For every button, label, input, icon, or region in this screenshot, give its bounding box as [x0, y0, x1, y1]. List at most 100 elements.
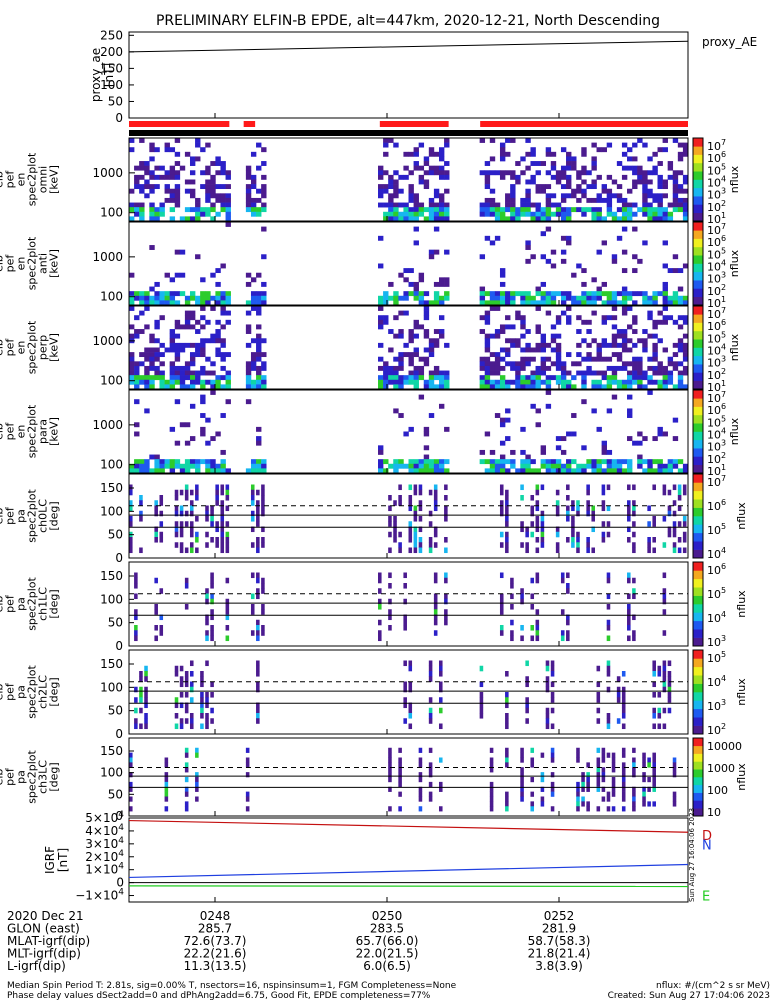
spectrogram-cell	[154, 347, 160, 353]
spectrogram-cell	[179, 347, 186, 353]
colorbar-frame	[692, 221, 704, 306]
spectrogram-cell	[642, 174, 648, 180]
spectrogram-cell	[677, 361, 684, 367]
spectrogram-cell	[164, 170, 170, 176]
pitch-angle-cell	[550, 786, 555, 792]
pitch-angle-cell	[677, 505, 682, 512]
spectrogram-cell	[555, 347, 562, 353]
spectrogram-cell	[403, 463, 409, 469]
pitch-angle-cell	[184, 791, 189, 797]
spectrogram-cell	[616, 300, 623, 306]
colorbar-frame	[692, 137, 704, 222]
spectrogram-cell	[159, 370, 165, 376]
pitch-angle-cell	[256, 718, 260, 724]
spectrogram-cell	[535, 329, 541, 334]
spectrogram-cell	[545, 207, 552, 213]
pitch-angle-cell	[627, 510, 631, 517]
colorbar-segment	[693, 629, 703, 638]
spectrogram-cell	[566, 235, 572, 241]
spectrogram-cell	[159, 315, 165, 321]
spectrogram-cell	[149, 379, 155, 385]
spectrogram-cell	[215, 291, 221, 297]
pitch-angle-cell	[129, 762, 133, 768]
spectrogram-cell	[576, 342, 582, 348]
spectrogram-cell	[586, 342, 592, 348]
pitch-angle-cell	[647, 801, 651, 807]
pitch-angle-cell	[134, 686, 138, 693]
energy-spectrogram-anti: 1000100elbpefenspec2plotpara[keV]1071061…	[0, 389, 741, 478]
pitch-angle-cell	[632, 772, 636, 778]
spectrogram-cell	[520, 384, 526, 390]
spectrogram-cell	[159, 463, 165, 469]
pitch-angle-cell	[606, 665, 611, 672]
spectrogram-cell	[179, 379, 186, 385]
spectrogram-cell	[672, 361, 679, 367]
pitch-angle-cell	[200, 723, 204, 730]
spectrogram-cell	[200, 184, 206, 190]
spectrogram-cell	[154, 295, 160, 301]
spectrogram-cell	[200, 379, 206, 385]
spectrogram-cell	[627, 207, 633, 213]
pitch-angle-cell	[499, 630, 504, 636]
spectrogram-cell	[616, 384, 623, 390]
spectrogram-cell	[174, 352, 181, 358]
spectrogram-cell	[591, 310, 597, 316]
pitch-angle-cell	[144, 665, 148, 672]
spectrogram-cell	[184, 310, 191, 316]
spectrogram-cell	[256, 347, 262, 353]
pitch-angle-cell	[682, 516, 687, 522]
pitch-angle-cell	[210, 598, 214, 605]
spectrogram-cell	[195, 207, 201, 213]
spectrogram-cell	[215, 300, 221, 306]
pitch-angle-cell	[215, 537, 219, 543]
colorbar-segment	[693, 675, 703, 684]
pitch-angle-cell	[418, 796, 423, 802]
spectrogram-cell	[545, 170, 552, 176]
axis-row-value: 283.5	[370, 922, 404, 936]
spectrogram-cell	[550, 347, 557, 353]
spectrogram-cell	[215, 211, 221, 217]
igrf-tick-label: 0	[116, 876, 124, 890]
pitch-angle-cell	[164, 806, 169, 812]
spectrogram-cell	[393, 193, 399, 199]
spectrogram-cell	[672, 197, 679, 203]
pitch-angle-cell	[550, 772, 555, 778]
spectrogram-cell	[647, 333, 653, 339]
pitch-angle-cell	[179, 702, 184, 709]
spectrogram-cell	[200, 384, 206, 390]
pitch-angle-cell	[154, 531, 158, 538]
pitch-angle-cell	[667, 671, 672, 677]
spectrogram-cell	[189, 342, 196, 348]
spectrogram-cell	[576, 463, 582, 469]
pitch-angle-cell	[591, 510, 596, 517]
pitch-angle-cell	[530, 777, 535, 783]
spectrogram-cell	[545, 468, 552, 474]
spectrogram-cell	[200, 342, 206, 348]
spectrogram-cell	[205, 188, 211, 194]
pitch-angle-cell	[520, 777, 524, 783]
spectrogram-cell	[418, 295, 425, 301]
igrf-legend-E: E	[702, 889, 710, 904]
pitch-angle-cell	[489, 767, 494, 773]
spectrogram-cell	[433, 281, 440, 287]
pitch-angle-cell	[535, 489, 540, 496]
pitch-angle-cell	[174, 531, 179, 538]
spectrogram-cell	[378, 468, 384, 474]
spectrogram-cell	[174, 319, 181, 325]
spectrogram-cell	[144, 170, 150, 176]
pitch-angle-cell	[601, 786, 606, 792]
spectrogram-cell	[398, 384, 404, 390]
spectrogram-cell	[215, 197, 221, 203]
pitch-angle-cell	[621, 747, 626, 753]
igrf: 5×1044×1043×1042×1041×1040−1×104DNEIGRF[…	[43, 808, 712, 905]
pitch-angle-cell	[159, 521, 164, 527]
spectrogram-cell	[398, 375, 404, 381]
pitch-angle-cell	[499, 593, 504, 600]
pitch-angle-cell	[250, 572, 255, 579]
spectrogram-cell	[571, 361, 577, 367]
pitch-angle-cell	[388, 614, 392, 621]
pitch-angle-ylabel: elbpefpaspec2plotch2LC[deg]	[0, 665, 61, 719]
spectrogram-cell	[596, 384, 602, 390]
spectrogram-cell	[256, 352, 262, 358]
spectrogram-cell	[388, 138, 394, 143]
